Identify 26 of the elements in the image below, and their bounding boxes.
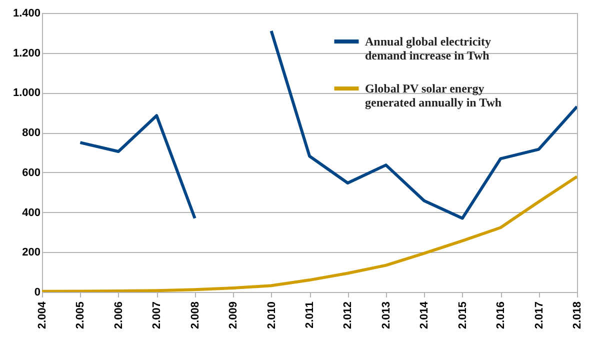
y-tick-label: 800 [22, 127, 40, 140]
x-tick-label: 2.013 [380, 302, 392, 330]
y-tick-label: 1.200 [12, 47, 40, 60]
x-tick-label: 2.007 [151, 302, 164, 330]
y-tick-label: 1.400 [12, 8, 40, 20]
line-series [42, 175, 577, 292]
x-tick-label: 2.008 [189, 302, 202, 330]
y-tick-label: 600 [22, 166, 40, 179]
x-tick-label: 2.010 [266, 302, 278, 330]
legend-label: Global PV solar energy generated annually in Twh [365, 82, 502, 110]
x-tick-label: 2.004 [36, 300, 48, 330]
x-tick-label: 2.017 [533, 302, 546, 330]
x-tick-label: 2.009 [228, 302, 240, 330]
x-tick-label: 2.012 [342, 302, 354, 330]
y-tick-label: 400 [22, 206, 40, 219]
y-tick-label: 0 [34, 286, 40, 298]
y-tick-label: 200 [22, 246, 40, 259]
x-tick-label: 2.015 [456, 302, 469, 330]
x-tick-label: 2.014 [418, 300, 431, 330]
x-tick-label: 2.005 [74, 302, 87, 330]
x-tick-label: 2.011 [304, 302, 316, 328]
x-tick-label: 2.006 [112, 302, 125, 330]
x-tick-label: 2.018 [572, 302, 584, 330]
legend-label: Annual global electricity demand increase in Twh [365, 34, 491, 62]
y-tick-label: 1.000 [12, 87, 40, 100]
x-tick-label: 2.016 [495, 302, 508, 330]
